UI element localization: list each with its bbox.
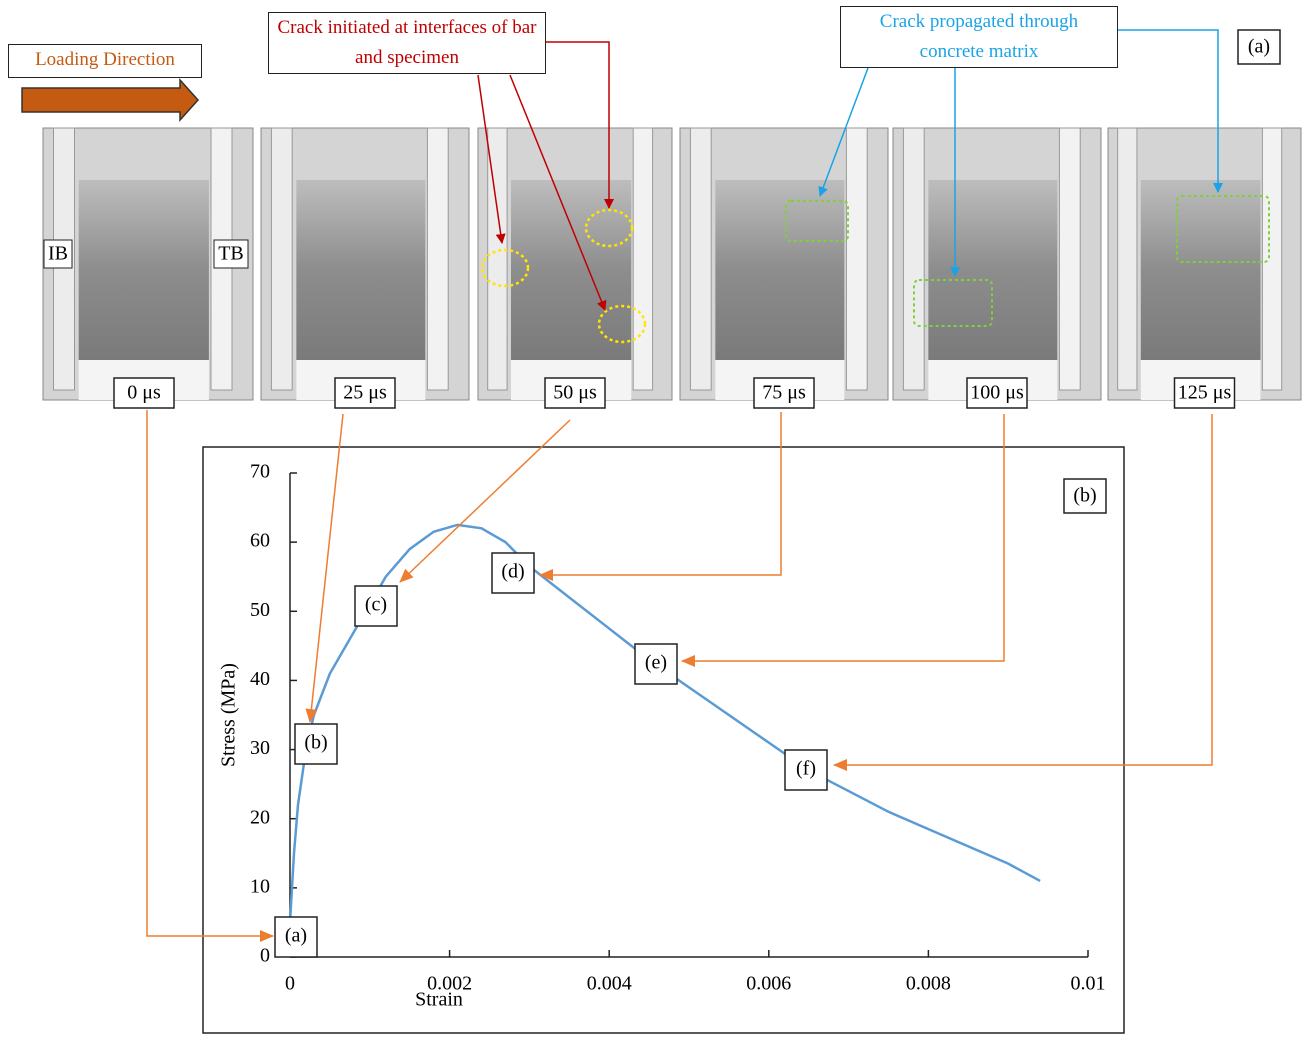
- point-label: (d): [501, 561, 524, 583]
- bar-left: [271, 128, 292, 390]
- crack-initiated-note: Crack initiated at interfaces of bar and…: [268, 12, 546, 74]
- panel-label: (a): [1248, 36, 1270, 58]
- point-label: (e): [645, 652, 667, 674]
- x-tick-label: 0: [285, 973, 295, 995]
- time-label: 100 μs: [970, 382, 1024, 404]
- figure: 0 μs25 μs50 μs75 μs100 μs125 μsIBTB (a) …: [0, 0, 1307, 1037]
- bar-right: [846, 128, 867, 390]
- specimen: [1141, 180, 1261, 360]
- specimen: [79, 180, 209, 360]
- bar-left: [690, 128, 711, 390]
- y-tick-label: 60: [250, 530, 270, 552]
- time-label: 50 μs: [553, 382, 597, 404]
- time-link-arrows: [147, 410, 1212, 936]
- bar-right: [427, 128, 448, 390]
- page: 0 μs25 μs50 μs75 μs100 μs125 μsIBTB (a) …: [0, 0, 1307, 1037]
- point-label: (b): [304, 732, 327, 754]
- bar-right: [1059, 128, 1080, 390]
- loading-arrow: [22, 80, 198, 120]
- chart-frame: [203, 447, 1124, 1033]
- specimen: [715, 180, 844, 360]
- y-tick-label: 0: [260, 945, 270, 967]
- y-tick-label: 30: [250, 737, 270, 759]
- y-tick-label: 50: [250, 599, 270, 621]
- y-tick-label: 40: [250, 668, 270, 690]
- specimen: [928, 180, 1057, 360]
- loading-direction: Loading Direction: [8, 44, 202, 78]
- stress-strain-curve: [290, 525, 1040, 923]
- crack-propagated-note: Crack propagated through concrete matrix: [840, 6, 1118, 68]
- x-axis-label: Strain: [415, 989, 463, 1011]
- point-label: (a): [285, 925, 307, 947]
- x-tick-label: 0.008: [906, 973, 951, 995]
- bar-left: [903, 128, 924, 390]
- bar-tag: TB: [218, 243, 244, 265]
- bar-left: [1118, 128, 1137, 390]
- x-tick-label: 0.01: [1071, 973, 1106, 995]
- panel-label: (b): [1073, 485, 1096, 507]
- y-tick-label: 20: [250, 806, 270, 828]
- point-label: (f): [796, 758, 816, 780]
- specimen: [296, 180, 425, 360]
- bar-tag: IB: [48, 243, 68, 265]
- bar-right: [1262, 128, 1281, 390]
- time-label: 0 μs: [127, 382, 161, 404]
- y-tick-label: 10: [250, 875, 270, 897]
- time-label: 25 μs: [343, 382, 387, 404]
- time-label: 75 μs: [762, 382, 806, 404]
- bar-right: [633, 128, 652, 390]
- x-tick-label: 0.006: [746, 973, 791, 995]
- y-tick-label: 70: [250, 461, 270, 483]
- point-label: (c): [365, 594, 387, 616]
- time-label: 125 μs: [1178, 382, 1232, 404]
- y-axis-label: Stress (MPa): [218, 663, 240, 767]
- photo-strip: 0 μs 25 μs 50 μs 75 μs 100 μs 125 μs IB TB: [43, 128, 1301, 408]
- x-tick-label: 0.004: [587, 973, 632, 995]
